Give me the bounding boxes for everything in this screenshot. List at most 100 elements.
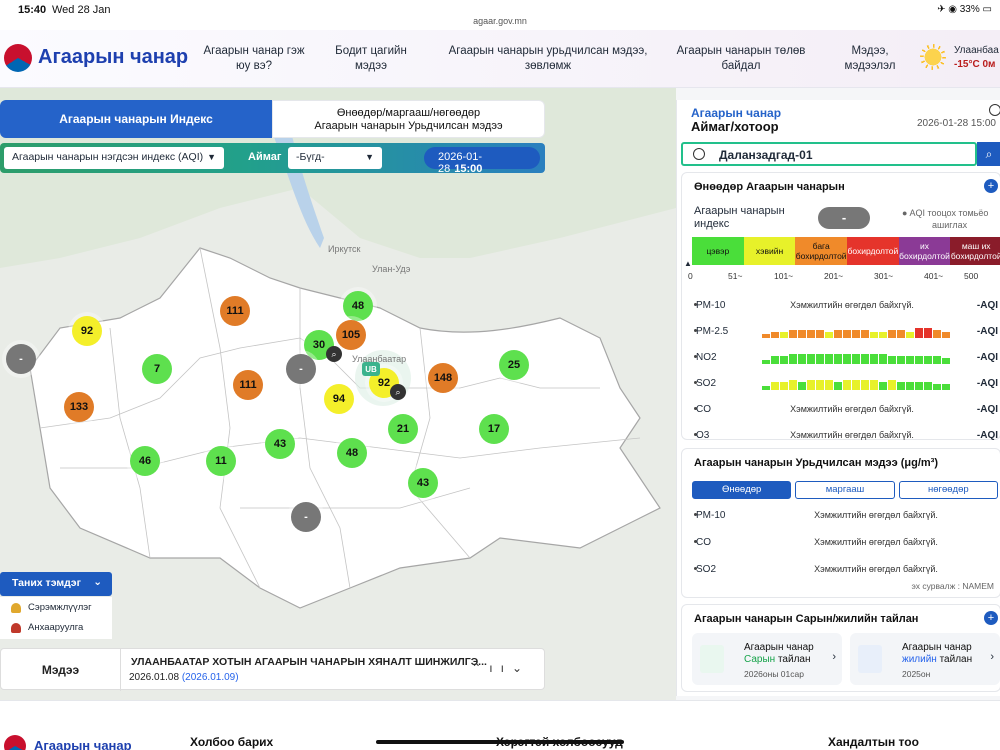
magnifier-icon[interactable]: ⌕ (326, 346, 342, 362)
station-bubble[interactable]: 21 (388, 414, 418, 444)
station-bubble[interactable]: 133 (64, 392, 94, 422)
location-target-icon[interactable] (693, 148, 705, 160)
station-bubble[interactable]: - (6, 344, 36, 374)
station-search[interactable]: Даланзадгад-01 (681, 142, 977, 166)
station-bubble[interactable]: 92 (72, 316, 102, 346)
url-bar[interactable]: agaar.gov.mn (473, 16, 527, 26)
hourly-bar (789, 354, 797, 364)
station-bubble[interactable]: 25 (499, 350, 529, 380)
news-date-link[interactable]: (2026.01.09) (181, 672, 239, 683)
chevron-up-icon[interactable]: ⌃ (471, 661, 490, 675)
station-bubble[interactable]: 111 (233, 370, 263, 400)
station-bubble[interactable]: 46 (130, 446, 160, 476)
station-bubble[interactable]: - (286, 354, 316, 384)
station-bubble[interactable]: 94 (324, 384, 354, 414)
hourly-bar (897, 382, 905, 390)
hourly-bar (870, 380, 878, 390)
pollutant-row[interactable]: PM-2.5 -AQI (694, 319, 1000, 345)
index-select[interactable]: Агаарын чанарын нэгдсэн индекс (AQI) ▼ (4, 147, 224, 169)
pollutant-aqi: -AQI (976, 352, 998, 363)
legend-panel: Сэрэмжлүүлэг Анхааруулга (0, 597, 112, 639)
station-bubble[interactable]: 43 (408, 468, 438, 498)
pollutant-row[interactable]: SO2 -AQI (694, 371, 1000, 397)
station-bubble[interactable]: 17 (479, 414, 509, 444)
station-bubble[interactable]: 48 (343, 291, 373, 321)
forecast-day-tabs: Өнөөдөр маргааш нөгөөдөр (692, 481, 998, 499)
map-mode-tabs: Агаарын чанарын Индекс Өнөөдөр/маргааш/н… (0, 100, 545, 140)
index-note[interactable]: ● AQI тооцох томьёо ашиглах (902, 207, 988, 231)
pollutant-aqi: -AQI (976, 404, 998, 415)
aqi-scale-segment: маш их бохирдолтой (950, 237, 1000, 265)
hourly-bar (780, 356, 788, 364)
tab-forecast[interactable]: Өнөөдөр/маргааш/нөгөөдөр Агаарын чанарын … (272, 100, 545, 138)
caret-down-icon: ▼ (207, 152, 216, 162)
home-indicator (376, 740, 624, 744)
forecast-message: Хэмжилтийн өгөгдөл байхгүй. (814, 537, 938, 547)
nav-realtime[interactable]: Бодит цагийн мэдээ (326, 44, 416, 74)
chevron-down-icon[interactable]: ⌄ (511, 661, 530, 675)
sun-icon (920, 44, 946, 70)
ub-marker[interactable]: UB (362, 362, 380, 376)
nav-forecast[interactable]: Агаарын чанарын урьдчилсан мэдээ, зөвлөмж (436, 44, 660, 74)
nav-line: Агаарын чанарын урьдчилсан мэдээ, (448, 45, 648, 57)
hourly-bar (888, 356, 896, 364)
forecast-tab-day-after[interactable]: нөгөөдөр (898, 481, 998, 499)
pollutant-row[interactable]: PM-10 Хэмжилтийн өгөгдөл байхгүй. -AQI (694, 293, 1000, 319)
tab-aqi-index[interactable]: Агаарын чанарын Индекс (0, 100, 272, 138)
soyombo-logo-icon[interactable] (4, 44, 32, 72)
date-time-picker[interactable]: 2026-01-28 15:00 (424, 147, 540, 175)
weather-widget[interactable]: Улаанбаа -15°C 0м (954, 44, 999, 72)
station-bubble[interactable]: 111 (220, 296, 250, 326)
forecast-tab-tomorrow[interactable]: маргааш (795, 481, 895, 499)
forecast-heading: Агаарын чанарын Урьдчилсан мэдээ (μg/m³) (694, 457, 938, 469)
hourly-bar (807, 330, 815, 338)
search-button[interactable]: ⌕ (977, 142, 1000, 166)
report-monthly[interactable]: Агаарын чанар Сарын тайлан 2026оны 01сар… (692, 633, 842, 685)
hourly-bar (879, 332, 887, 338)
pollutant-row[interactable]: CO Хэмжилтийн өгөгдөл байхгүй. -AQI (694, 397, 1000, 423)
nav-what-is-air-quality[interactable]: Агаарын чанар гэж юу вэ? (196, 44, 312, 74)
panel-date: 2026-01-28 15:00 (917, 118, 996, 129)
aimag-select[interactable]: -Бүгд- ▼ (288, 147, 382, 169)
plus-icon[interactable]: + (984, 611, 998, 625)
forecast-tab-today[interactable]: Өнөөдөр (692, 481, 792, 499)
nav-line: байдал (721, 60, 761, 72)
station-bubble[interactable]: 48 (337, 438, 367, 468)
report-yearly[interactable]: Агаарын чанар жилийн тайлан 2025он › (850, 633, 1000, 685)
station-bubble[interactable]: 43 (265, 429, 295, 459)
pollutant-message: Хэмжилтийн өгөгдөл байхгүй. (790, 430, 914, 440)
nav-status[interactable]: Агаарын чанарын төлөв байдал (668, 44, 814, 74)
station-bubble[interactable]: 7 (142, 354, 172, 384)
station-bubble[interactable]: 11 (206, 446, 236, 476)
news-title[interactable]: УЛААНБААТАР ХОТЫН АГААРЫН ЧАНАРЫН ХЯНАЛТ… (131, 656, 487, 668)
hourly-bar (906, 382, 914, 390)
station-bubble[interactable]: - (291, 502, 321, 532)
aqi-scale-segment: бохирдолтой (847, 237, 899, 265)
station-name: Даланзадгад-01 (719, 148, 813, 162)
report-title: Агаарын чанар (744, 642, 814, 653)
station-bubble[interactable]: 105 (336, 320, 366, 350)
legend-toggle-button[interactable]: Таних тэмдэг ⌄ (0, 572, 112, 596)
hourly-bar (942, 358, 950, 364)
report-type: Сарын тайлан (744, 654, 810, 665)
pollutant-row[interactable]: O3 Хэмжилтийн өгөгдөл байхгүй. -AQI (694, 423, 1000, 449)
pause-icon[interactable]: ıı (489, 661, 512, 675)
nav-news[interactable]: Мэдээ, мэдээлэл (832, 44, 908, 74)
pollutant-name: O3 (696, 430, 710, 441)
footer-contact[interactable]: Холбоо барих (190, 735, 274, 749)
pollutant-row[interactable]: NO2 -AQI (694, 345, 1000, 371)
aqi-map[interactable]: Иркутск Улаанбаатар Улан-Удэ 92-111 48 30 1… (0, 88, 676, 700)
hourly-bar (762, 386, 770, 390)
hourly-bar (933, 384, 941, 390)
tab-forecast-line2: Агаарын чанарын Урьдчилсан мэдээ (314, 120, 503, 132)
report-type-suffix: тайлан (775, 654, 811, 665)
hourly-bar (780, 382, 788, 390)
magnifier-icon[interactable]: ⌕ (390, 384, 406, 400)
pollutant-name: CO (696, 537, 711, 548)
station-bubble[interactable]: 148 (428, 363, 458, 393)
plus-icon[interactable]: + (984, 179, 998, 193)
site-brand[interactable]: Агаарын чанар (38, 46, 189, 68)
hourly-bar (861, 380, 869, 390)
hourly-bar (915, 328, 923, 338)
